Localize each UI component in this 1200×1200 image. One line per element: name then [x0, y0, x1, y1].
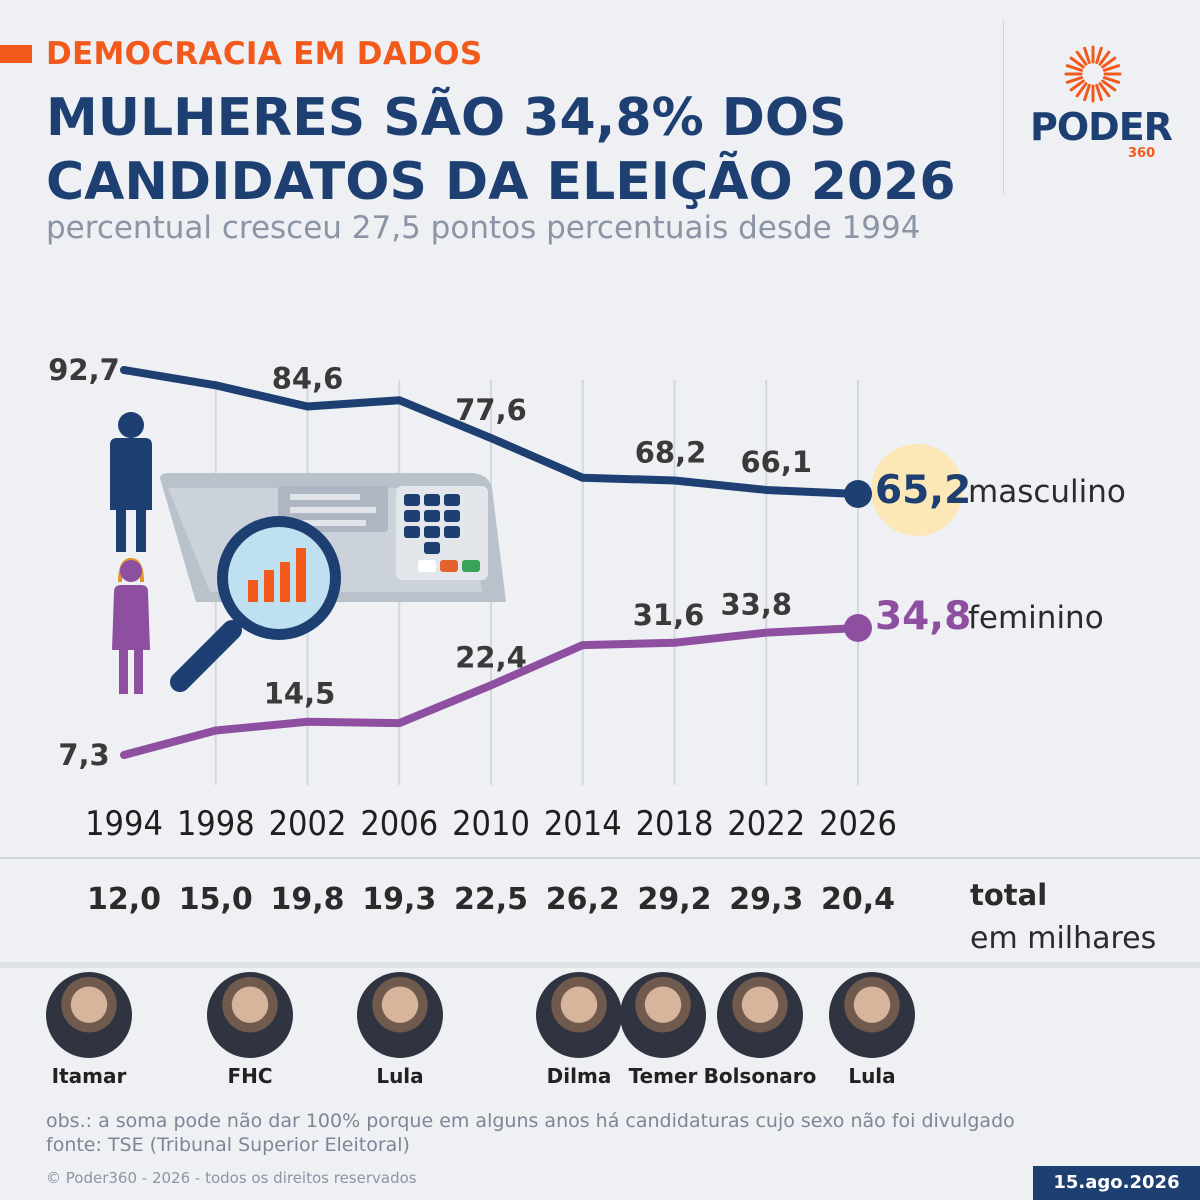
sun-ray [1069, 79, 1085, 92]
president-photo [207, 972, 293, 1058]
president-lula-1: Lula [340, 972, 460, 1088]
president-photo [536, 972, 622, 1058]
year-label: 2022 [727, 804, 805, 844]
sun-ray [1095, 83, 1103, 102]
total-unit: em milhares [970, 921, 1157, 956]
end-point-masculino [844, 480, 872, 508]
president-name: Lula [376, 1064, 424, 1088]
data-label: 22,4 [455, 640, 527, 674]
president-photo [620, 972, 706, 1058]
year-label: 2002 [269, 804, 347, 844]
year-label: 1998 [177, 804, 255, 844]
female-figure-icon [112, 558, 150, 694]
total-value: 15,0 [179, 882, 253, 917]
total-value: 22,5 [454, 882, 528, 917]
year-label: 2018 [636, 804, 714, 844]
sun-ray [1083, 83, 1091, 102]
data-label: 31,6 [633, 598, 705, 632]
footnote-obs: obs.: a soma pode não dar 100% porque em… [46, 1110, 1015, 1132]
president-dilma: Dilma [519, 972, 639, 1088]
total-value: 20,4 [821, 882, 895, 917]
sun-ray [1101, 56, 1117, 69]
sun-ray [1075, 82, 1088, 98]
sun-ray [1095, 46, 1103, 65]
year-label: 2014 [544, 804, 622, 844]
sun-ray [1065, 76, 1084, 84]
logo-number: 360 [1128, 146, 1156, 161]
president-photo [717, 972, 803, 1058]
separator-band [0, 962, 1200, 968]
data-label: 68,2 [635, 435, 707, 469]
data-label: 14,5 [264, 677, 336, 711]
page-title: MULHERES SÃO 34,8% DOS CANDIDATOS DA ELE… [46, 88, 956, 212]
president-temer: Temer [603, 972, 723, 1088]
year-label: 2010 [452, 804, 530, 844]
data-label: 84,6 [272, 362, 344, 396]
total-value: 12,0 [87, 882, 161, 917]
male-figure-icon [110, 412, 152, 552]
female-end-value: 34,8 [875, 594, 972, 639]
president-photo [829, 972, 915, 1058]
male-series-name: masculino [968, 474, 1126, 510]
total-value: 26,2 [546, 882, 620, 917]
president-name: FHC [227, 1064, 273, 1088]
sun-ray [1102, 64, 1121, 72]
illustration [110, 412, 506, 694]
kicker-bar [0, 45, 32, 63]
year-label: 2006 [360, 804, 438, 844]
footnote-source: fonte: TSE (Tribunal Superior Eleitoral) [46, 1134, 410, 1156]
sun-ray [1069, 56, 1085, 69]
copyright: © Poder360 - 2026 - todos os direitos re… [46, 1169, 417, 1187]
total-label: total [970, 878, 1048, 912]
president-photo [357, 972, 443, 1058]
data-label: 7,3 [58, 738, 109, 772]
total-value: 19,3 [362, 882, 436, 917]
sun-ray [1083, 46, 1091, 65]
series-line-masculino [120, 366, 862, 498]
president-fhc: FHC [190, 972, 310, 1088]
president-itamar: Itamar [29, 972, 149, 1088]
data-label: 33,8 [720, 588, 792, 622]
kicker: DEMOCRACIA EM DADOS [46, 36, 483, 72]
sun-ray [1098, 82, 1111, 98]
sun-ray [1065, 64, 1084, 72]
president-bolsonaro: Bolsonaro [700, 972, 820, 1088]
sun-ray [1102, 76, 1121, 84]
president-name: Bolsonaro [703, 1064, 817, 1088]
year-label: 1994 [85, 804, 163, 844]
female-series-name: feminino [968, 600, 1104, 636]
president-name: Temer [628, 1064, 698, 1088]
total-value: 29,2 [637, 882, 711, 917]
date-badge: 15.ago.2026 [1033, 1166, 1200, 1200]
end-point-feminino [844, 614, 872, 642]
highlight-circle [871, 444, 963, 536]
series-line-feminino [120, 624, 862, 759]
sun-ray [1075, 50, 1088, 66]
magnifier-chart-icon [170, 516, 341, 692]
logo-divider [1003, 20, 1004, 195]
president-name: Dilma [546, 1064, 612, 1088]
sun-ray [1101, 79, 1117, 92]
data-label: 66,1 [740, 445, 812, 479]
total-value: 19,8 [270, 882, 344, 917]
president-name: Itamar [51, 1064, 127, 1088]
subtitle: percentual cresceu 27,5 pontos percentua… [46, 210, 921, 246]
data-label: 77,6 [455, 393, 527, 427]
sun-ray [1098, 50, 1111, 66]
total-value: 29,3 [729, 882, 803, 917]
president-name: Lula [848, 1064, 896, 1088]
sun-logo-icon [1064, 45, 1122, 103]
president-photo [46, 972, 132, 1058]
logo-word: PODER [1030, 105, 1173, 149]
male-end-value: 65,2 [875, 468, 972, 513]
year-label: 2026 [819, 804, 897, 844]
data-label: 92,7 [48, 353, 120, 387]
president-lula-2: Lula [812, 972, 932, 1088]
